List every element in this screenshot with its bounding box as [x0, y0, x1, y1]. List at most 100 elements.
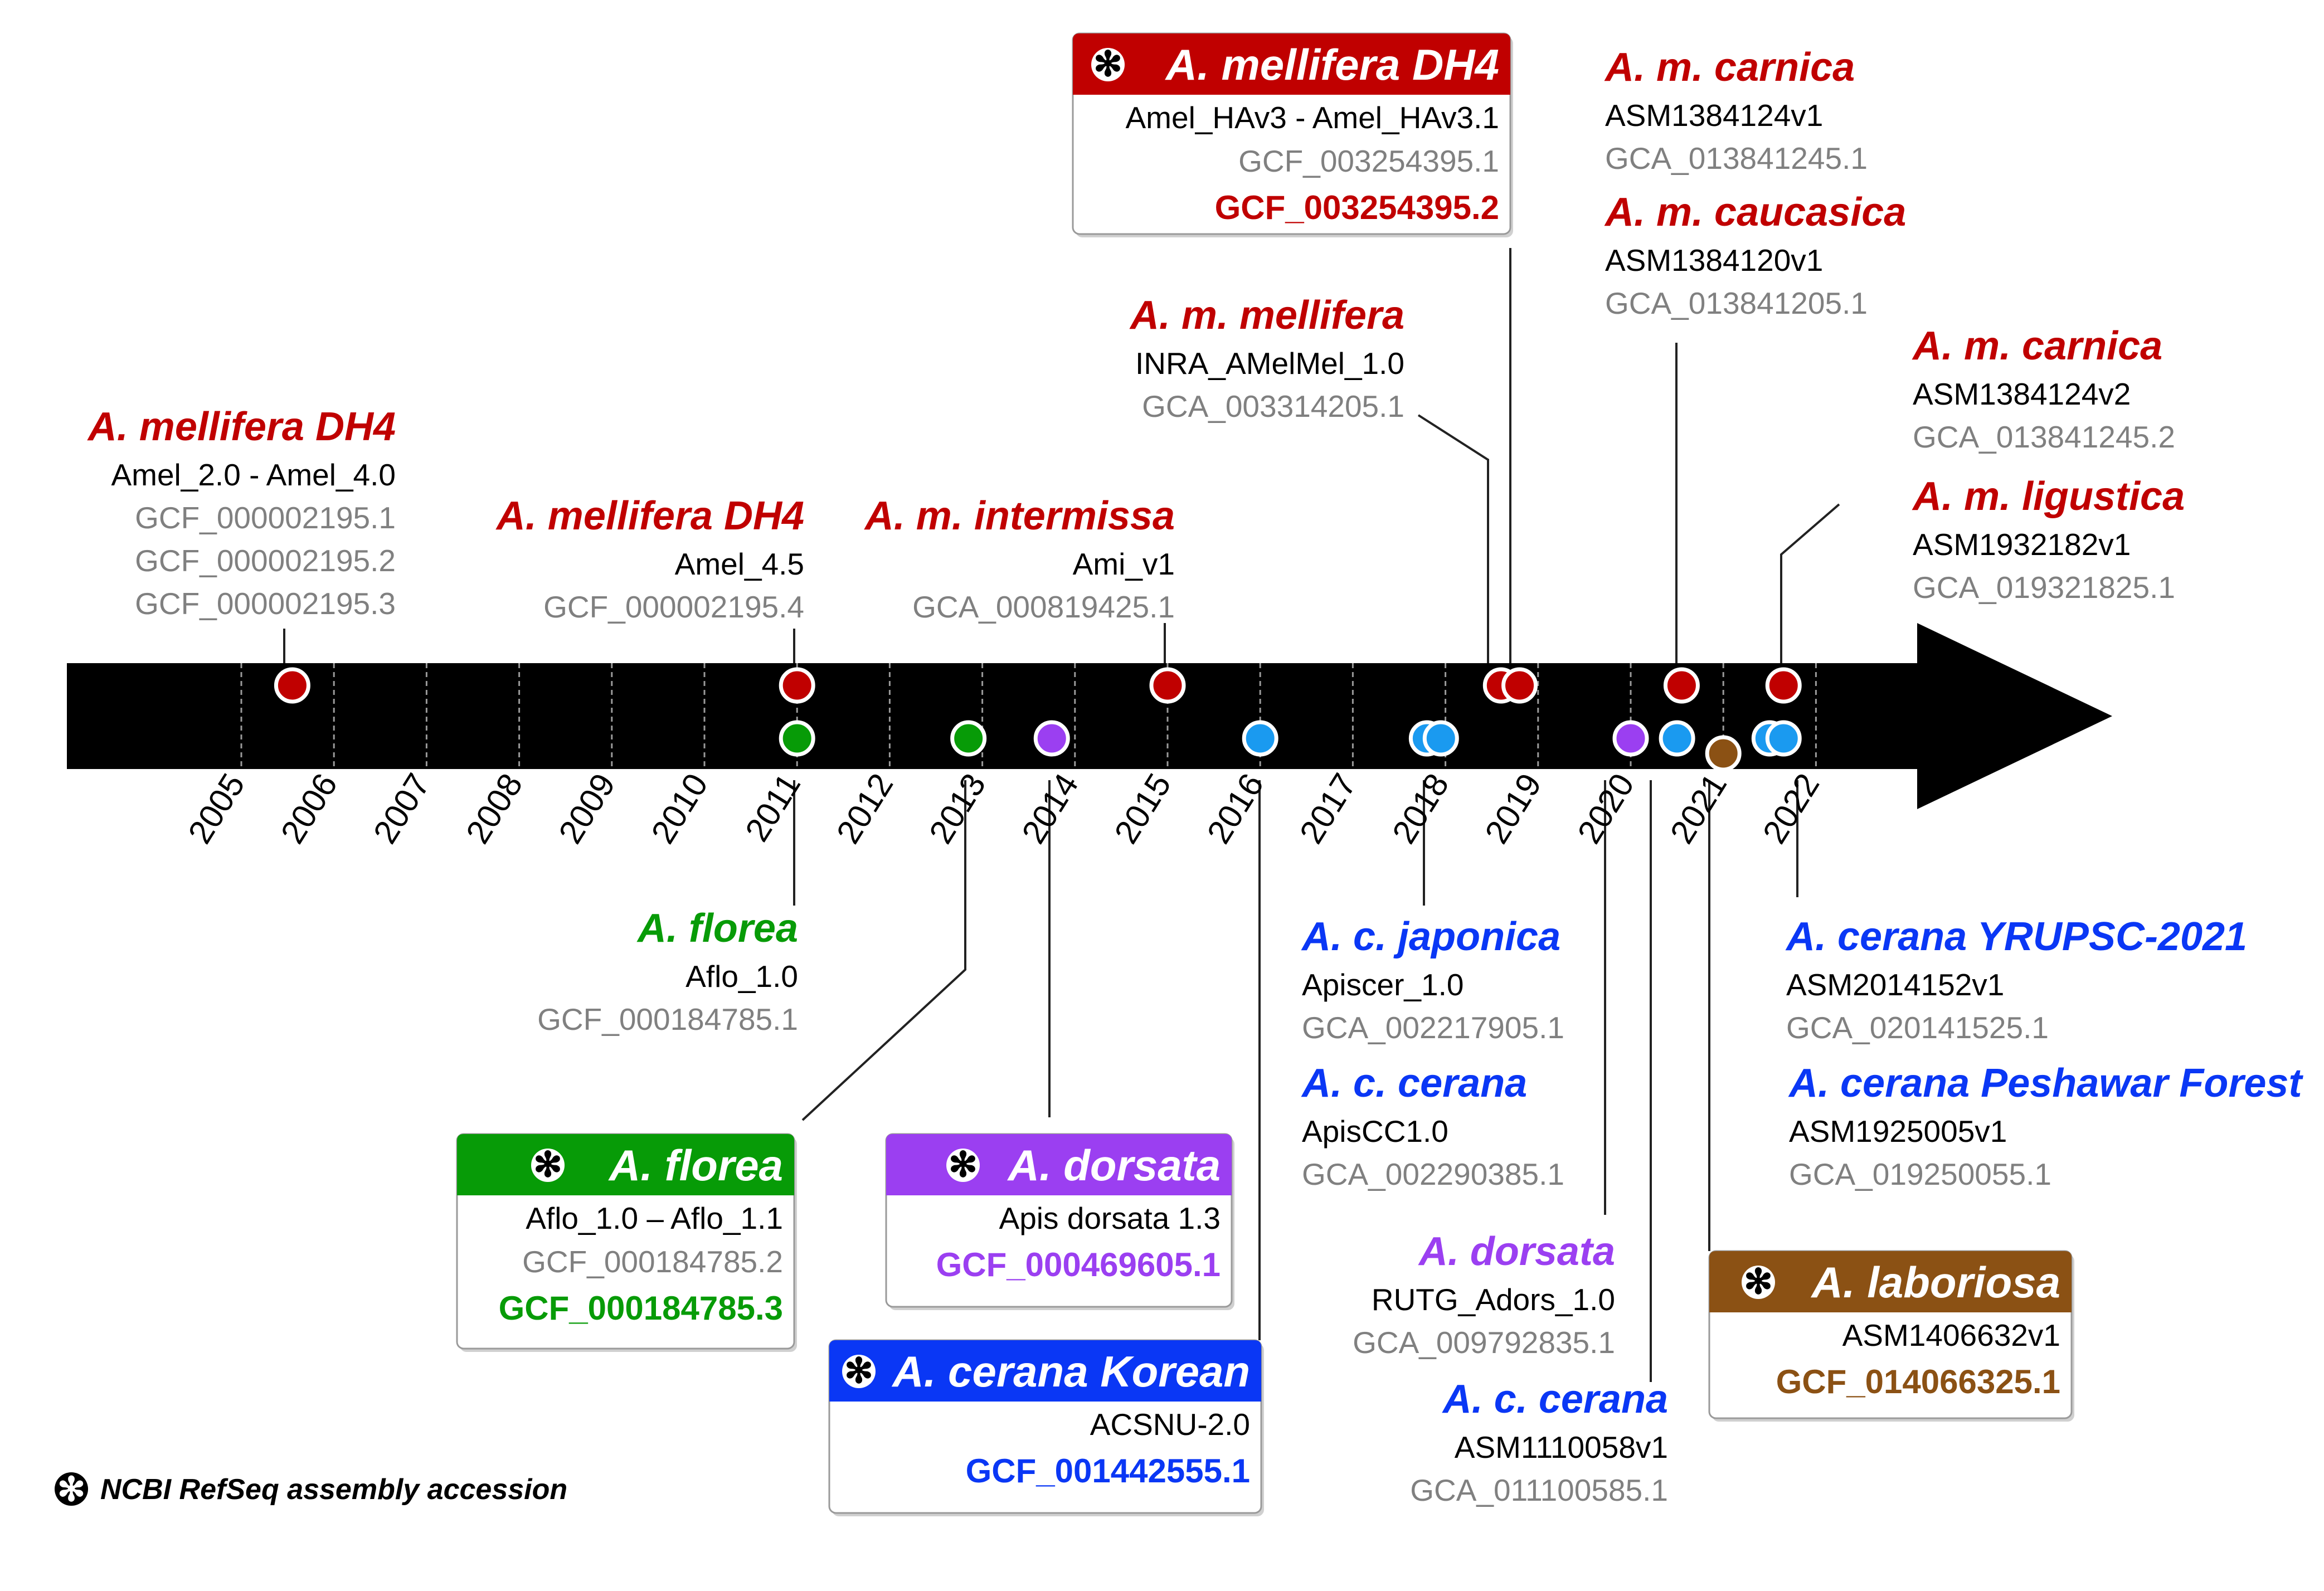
species-name: A. m. intermissa: [864, 494, 1175, 538]
assembly-dot-cerana_dot: [1422, 720, 1459, 757]
box-assembly-name: Amel_HAv3 - Amel_HAv3.1: [1125, 100, 1499, 135]
assembly-label-mellifera-mel: A. m. mellifera INRA_AMelMel_1.0 GCA_00331…: [1129, 293, 1404, 424]
box-header: [886, 1134, 1232, 1195]
timeline-bar: [67, 663, 1928, 769]
assembly-label-florea-2011: A. florea Aflo_1.0 GCF_000184785.1: [537, 906, 798, 1037]
accession-id: GCA_003314205.1: [1142, 389, 1404, 424]
box-laboriosa: A. laboriosa ✻ ASM1406632v1 GCF_014066325.1: [1708, 1250, 2074, 1422]
accession-id: GCA_013841205.1: [1605, 286, 1868, 320]
assembly-name: ApisCC1.0: [1302, 1114, 1448, 1149]
assembly-label-yrupsc: A. cerana YRUPSC-2021 ASM2014152v1 GCA_020…: [1785, 914, 2247, 1045]
assembly-label-intermissa: A. m. intermissa Ami_v1 GCA_000819425.1: [864, 494, 1175, 624]
year-tick-label: 2014: [1014, 767, 1086, 850]
year-tick-label: 2012: [829, 767, 901, 850]
assembly-label-dh4-2006: A. mellifera DH4 Amel_2.0 - Amel_4.0 GCF_0…: [87, 405, 396, 621]
assembly-label-dorsata-2020: A. dorsata RUTG_Adors_1.0 GCA_009792835.1: [1353, 1229, 1615, 1360]
assembly-dot-mellifera: [1765, 667, 1802, 704]
refseq-boxes: A. mellifera DH4 ✻ Amel_HAv3 - Amel_HAv3.1…: [456, 32, 2074, 1516]
accession-id: GCF_000002195.3: [135, 586, 396, 621]
species-name: A. cerana Peshawar Forest: [1788, 1061, 2303, 1106]
assembly-dot-mellifera: [1663, 667, 1700, 704]
assembly-name: ASM1384124v1: [1605, 98, 1823, 133]
box-assembly-name: ACSNU-2.0: [1090, 1407, 1250, 1442]
box-dh4: A. mellifera DH4 ✻Amel_HAv3 - Amel_HAv3.1…: [1072, 32, 1513, 237]
year-tick-label: 2021: [1663, 767, 1734, 850]
legend-asterisk-icon: ✻: [57, 1471, 85, 1508]
refseq-accession-id: GCF_000184785.3: [499, 1290, 783, 1327]
assembly-label-japonica: A. c. japonica Apiscer_1.0 GCA_002217905.1: [1301, 914, 1564, 1045]
year-tick-label: 2018: [1385, 767, 1456, 850]
species-name: A. m. carnica: [1912, 324, 2162, 368]
legend: ✻ NCBI RefSeq assembly accession: [55, 1471, 567, 1508]
species-name: A. c. japonica: [1301, 914, 1560, 959]
accession-id: GCA_013841245.1: [1605, 141, 1868, 176]
assembly-dot-dorsata: [1612, 720, 1649, 757]
species-name: A. florea: [636, 906, 798, 951]
leader-line: [1417, 414, 1489, 672]
refseq-accession-id: GCF_003254395.2: [1215, 189, 1499, 226]
year-tick-label: 2022: [1756, 767, 1827, 850]
year-tick-label: 2019: [1477, 767, 1549, 850]
timeline-axis: 2005 2006 2007 2008 2009 2010 2011 2012 2013 2014…: [67, 623, 2112, 850]
assembly-label-dh4-2011: A. mellifera DH4 Amel_4.5 GCF_000002195.4: [495, 494, 804, 624]
assembly-name: ASM1384124v2: [1913, 377, 2131, 411]
box-korean: A. cerana Korean ✻ ACSNU-2.0 GCF_001442555.…: [828, 1339, 1264, 1516]
refseq-badge-icon: [1091, 48, 1125, 81]
box-species-name: A. dorsata: [1007, 1141, 1221, 1190]
assembly-name: RUTG_Adors_1.0: [1372, 1282, 1615, 1317]
timeline-arrowhead: [1917, 623, 2112, 809]
assembly-dot-mellifera: [779, 667, 815, 704]
species-name: A. c. cerana: [1442, 1377, 1668, 1422]
year-tick-label: 2017: [1292, 767, 1364, 850]
box-species-name: A. mellifera DH4: [1165, 40, 1499, 89]
accession-id: GCA_013841245.2: [1913, 420, 2175, 454]
assembly-name: Apiscer_1.0: [1302, 967, 1464, 1002]
assembly-label-ligustica: A. m. ligustica ASM1932182v1 GCA_019321825…: [1912, 474, 2185, 605]
assembly-dots: [274, 667, 1802, 772]
accession-id: GCA_000819425.1: [912, 590, 1175, 624]
box-assembly-name: Apis dorsata 1.3: [999, 1201, 1221, 1235]
legend-badge-icon: [55, 1472, 88, 1506]
accession-id: GCA_002217905.1: [1302, 1010, 1564, 1045]
box-species-name: A. cerana Korean: [891, 1347, 1250, 1396]
assembly-dot-cerana_dot: [1659, 720, 1695, 757]
accession-id: GCA_002290385.1: [1302, 1157, 1564, 1191]
box-header: [829, 1340, 1261, 1402]
leader-line: [801, 780, 966, 1121]
assembly-label-cc-2020: A. c. cerana ASM1110058v1 GCA_011100585.1: [1410, 1377, 1668, 1507]
box-header: [1073, 33, 1510, 95]
species-name: A. m. carnica: [1604, 45, 1855, 90]
box-dorsata: A. dorsata ✻ Apis dorsata 1.3 GCF_000469605…: [885, 1133, 1234, 1310]
refseq-badge-icon: [531, 1149, 565, 1182]
year-tick-label: 2008: [459, 767, 530, 850]
year-tick-label: 2009: [551, 767, 623, 850]
year-tick-label: 2013: [922, 767, 993, 850]
year-tick-label: 2020: [1570, 767, 1641, 850]
accession-id: GCA_011100585.1: [1410, 1473, 1668, 1507]
species-name: A. cerana YRUPSC-2021: [1785, 914, 2247, 959]
refseq-badge-icon: [1742, 1266, 1775, 1299]
assembly-name: Aflo_1.0: [685, 959, 798, 994]
assembly-name: Ami_v1: [1073, 547, 1175, 581]
year-tick-label: 2010: [644, 767, 715, 850]
assembly-name: INRA_AMelMel_1.0: [1135, 346, 1404, 381]
accession-id: GCA_020141525.1: [1786, 1010, 2049, 1045]
assembly-labels: A. mellifera DH4 Amel_2.0 - Amel_4.0 GCF_0…: [87, 45, 2304, 1507]
assembly-dot-mellifera: [1501, 667, 1538, 704]
species-name: A. m. ligustica: [1912, 474, 2185, 519]
asterisk-icon: ✻: [949, 1146, 978, 1184]
assembly-dot-dorsata: [1033, 720, 1070, 757]
box-species-name: A. florea: [608, 1141, 783, 1190]
assembly-dot-mellifera: [274, 667, 310, 704]
assembly-dot-mellifera: [1149, 667, 1186, 704]
box-header: [1709, 1251, 2072, 1312]
refseq-badge-icon: [842, 1355, 876, 1388]
assembly-name: ASM1110058v1: [1455, 1430, 1668, 1465]
box-florea: A. florea ✻ Aflo_1.0 – Aflo_1.1 GCF_0001847…: [456, 1133, 797, 1352]
assembly-dot-laboriosa: [1705, 735, 1742, 772]
accession-id: GCF_000184785.1: [537, 1002, 798, 1037]
box-species-name: A. laboriosa: [1811, 1258, 2060, 1307]
assembly-name: Amel_4.5: [675, 547, 804, 581]
box-accession-id: GCF_000184785.2: [522, 1244, 783, 1279]
